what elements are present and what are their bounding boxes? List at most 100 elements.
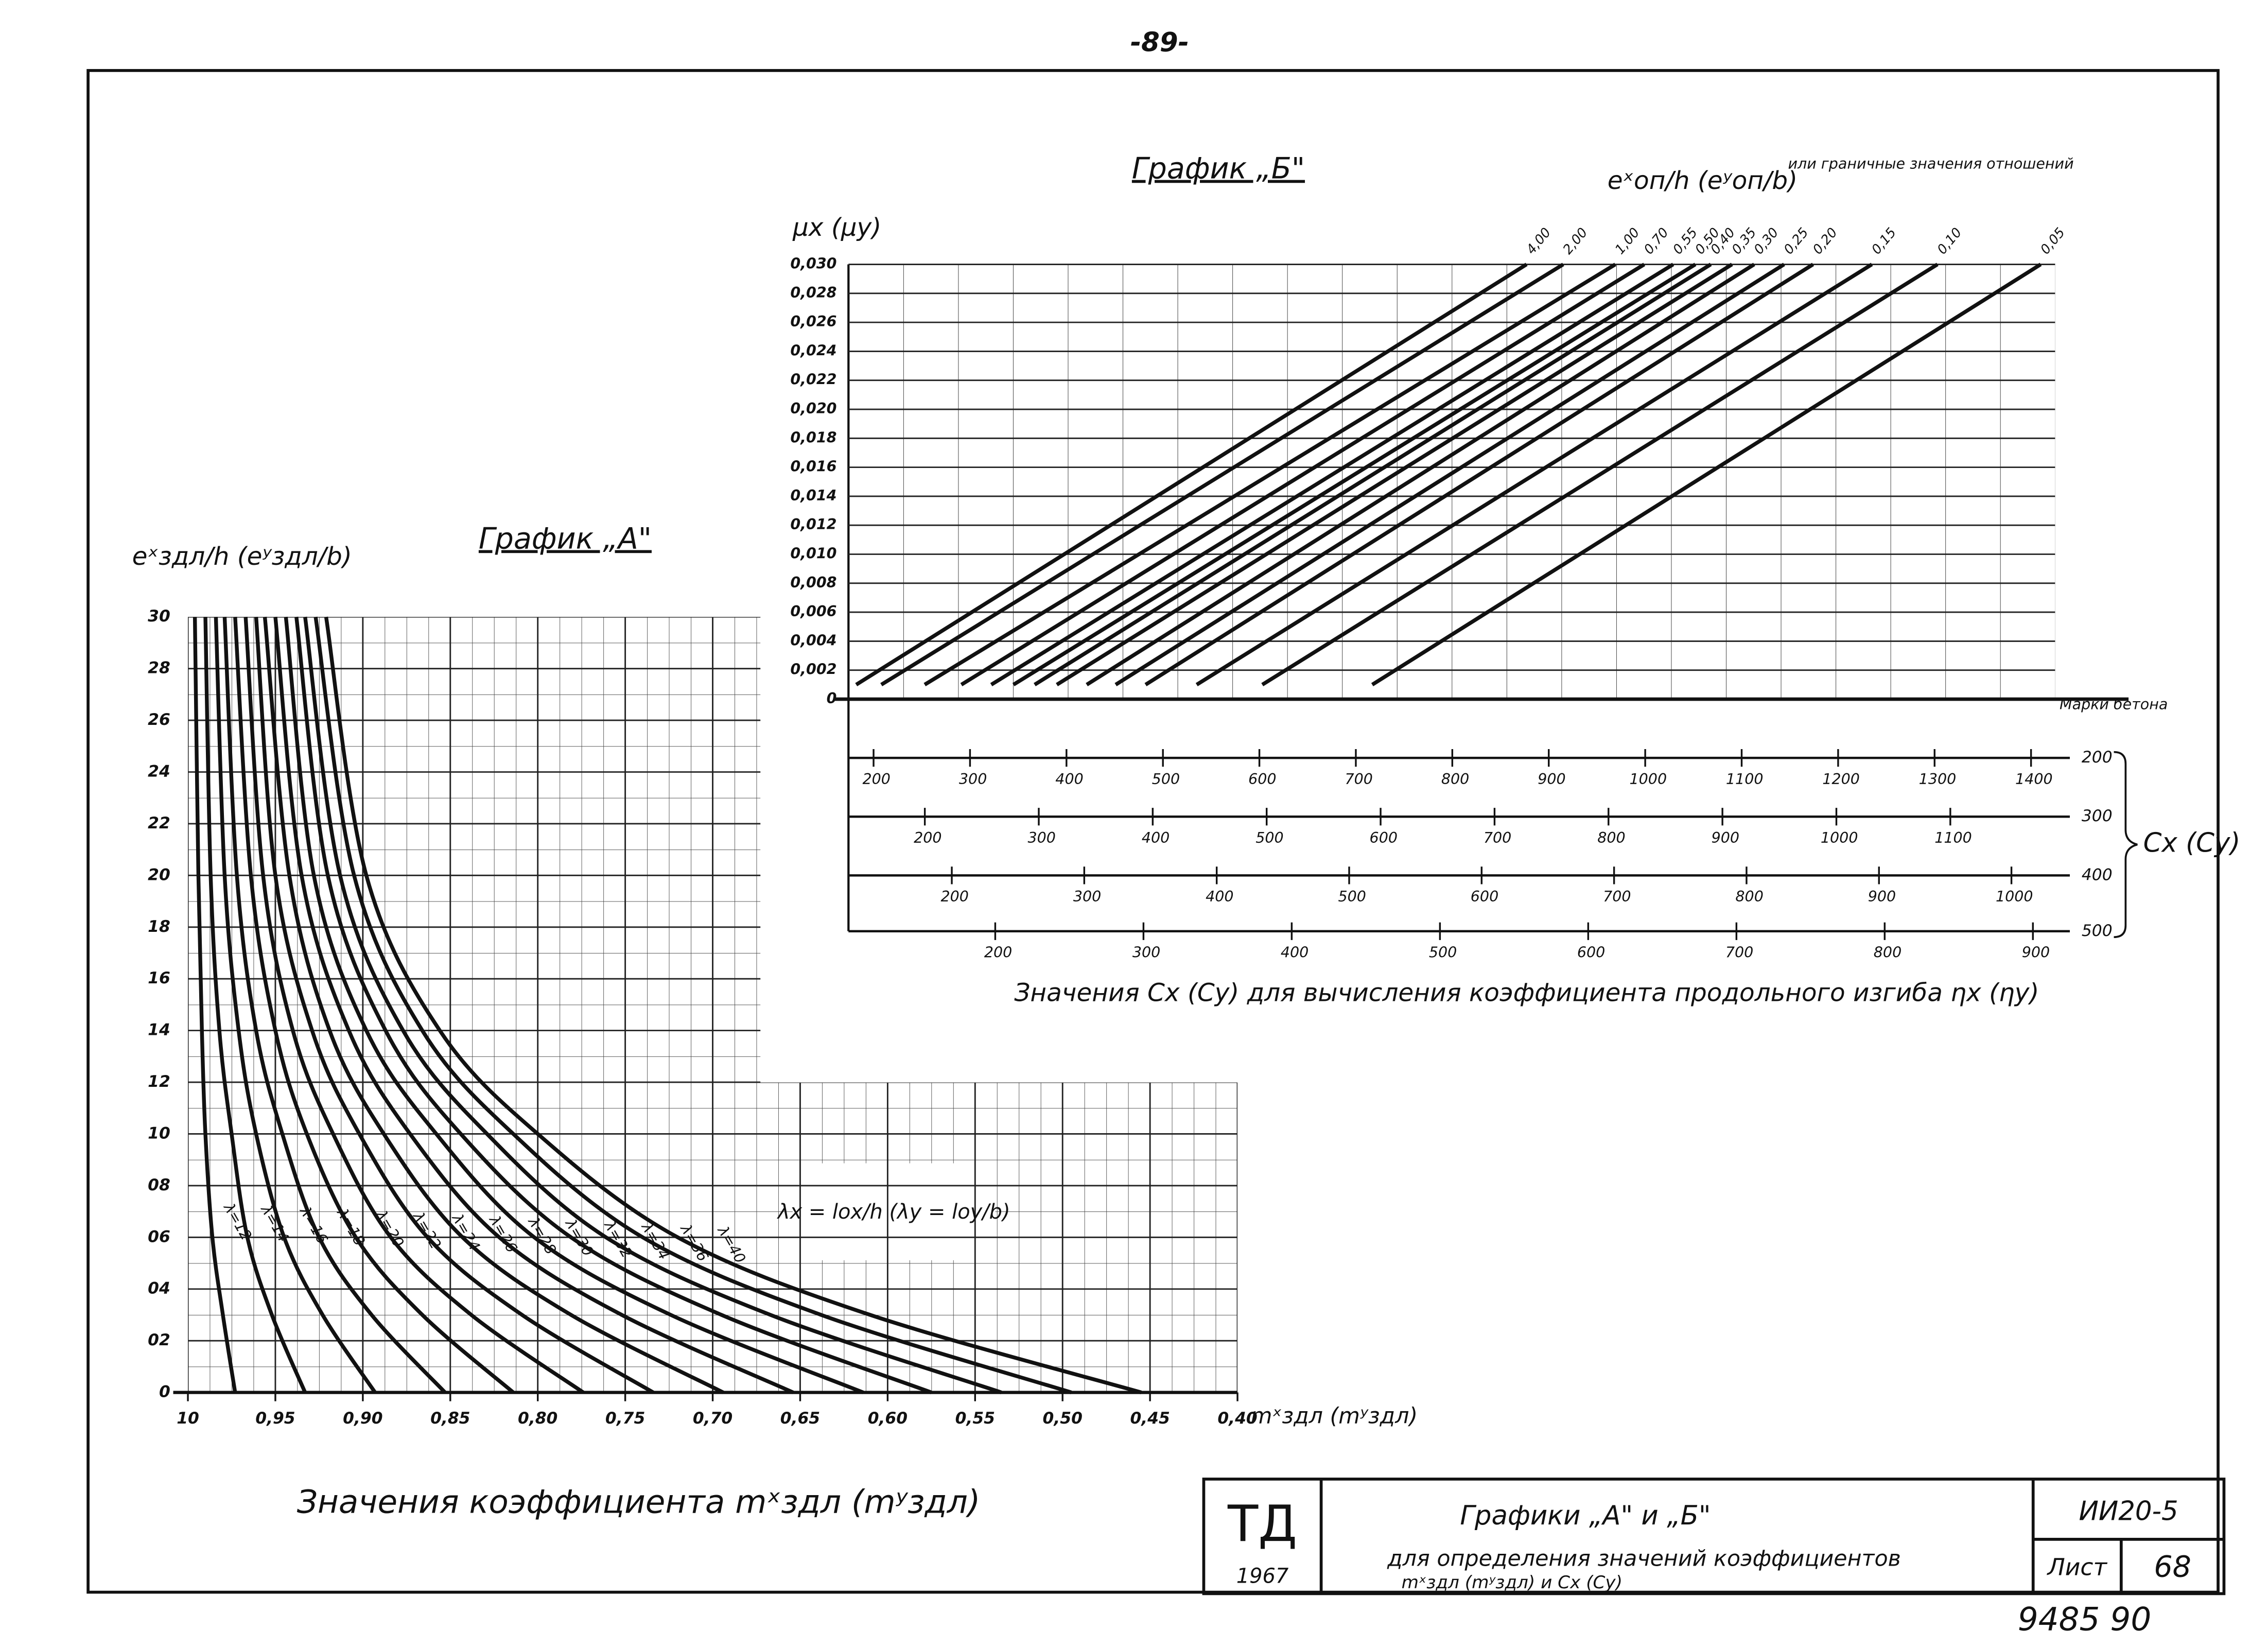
scale-tick-label: 1000 <box>1821 829 1858 846</box>
y-tick-label: 0,018 <box>790 429 836 446</box>
line <box>1034 263 1712 687</box>
line <box>990 263 1674 687</box>
y-tick-label: 0,022 <box>790 371 836 388</box>
y-tick-label: 20 <box>148 865 170 884</box>
scale-tick-label: 500 <box>1152 771 1180 788</box>
caption: Значения коэффициента mˣздл (mʸздл) <box>297 1483 981 1520</box>
scale-tick-label: 700 <box>1603 888 1631 905</box>
scale-tick-label: 600 <box>1370 829 1398 846</box>
line <box>1086 263 1755 686</box>
x-tick-label: 0,75 <box>605 1409 645 1428</box>
scale-tick-label: 600 <box>1248 771 1276 788</box>
scale-tick-label: 400 <box>1142 829 1170 846</box>
x-tick-label: 0,85 <box>430 1409 470 1428</box>
curve <box>273 616 794 1394</box>
line <box>880 263 1564 687</box>
y-tick-label: 16 <box>148 969 170 987</box>
curve <box>214 617 377 1394</box>
sheet-label: Лист <box>2046 1553 2107 1581</box>
archive-number: 9485 90 <box>2018 1601 2151 1638</box>
y-tick-label: 0,026 <box>790 313 836 330</box>
x-tick-label: 0,90 <box>343 1409 382 1428</box>
line <box>1056 263 1733 686</box>
scale-tick-label: 500 <box>1338 888 1366 905</box>
organization-mark: ТД <box>1227 1495 1297 1553</box>
curve <box>313 616 1072 1395</box>
y-tick-label: 0 <box>827 690 837 707</box>
sheet-number: 68 <box>2154 1550 2191 1584</box>
sheet-frame <box>86 69 2220 1594</box>
document-code: ИИ20-5 <box>2079 1496 2178 1527</box>
scale-tick-label: 600 <box>1471 888 1498 905</box>
y-tick-label: 04 <box>148 1279 170 1298</box>
chart-title: График „Б" <box>1132 152 1305 186</box>
line <box>923 263 1616 687</box>
scale-tick-label: 400 <box>1055 771 1083 788</box>
scale-tick-label: 200 <box>914 829 941 846</box>
curve <box>193 617 237 1393</box>
y-tick-label: 0,010 <box>790 545 836 562</box>
y-tick-label: 0,014 <box>790 487 836 504</box>
sheet-title: Графики „А" и „Б" <box>1460 1500 1711 1531</box>
scale-name: 400 <box>2082 865 2113 884</box>
page-number: -89- <box>1130 27 1189 58</box>
y-tick-label: 28 <box>148 659 170 678</box>
y-tick-label: 06 <box>148 1227 170 1246</box>
scale-tick-label: 700 <box>1484 829 1511 846</box>
line <box>1114 263 1785 686</box>
line <box>1012 263 1697 687</box>
scale-tick-label: 900 <box>1712 829 1739 846</box>
scale-tick-label: 700 <box>1345 771 1372 788</box>
scale-tick-label: 400 <box>1206 888 1233 905</box>
y-tick-label: 0,016 <box>790 458 836 475</box>
y-tick-label: 10 <box>148 1124 170 1142</box>
legend-title: eˣоп/h (eʸоп/b) <box>1608 166 1798 195</box>
curve <box>263 616 724 1394</box>
y-tick-label: 0 <box>159 1383 170 1401</box>
y-axis-label: eˣздл/h (eʸздл/b) <box>132 542 352 571</box>
curve <box>222 617 447 1394</box>
y-tick-label: 26 <box>148 710 170 729</box>
scale-tick-label: 600 <box>1577 944 1605 961</box>
x-tick-label: 0,45 <box>1130 1409 1170 1428</box>
y-tick-label: 22 <box>148 814 170 832</box>
x-tick-label: 0,55 <box>955 1409 995 1428</box>
curve <box>203 617 307 1394</box>
scale-tick-label: 900 <box>1868 888 1896 905</box>
scale-tick-label: 200 <box>941 888 969 905</box>
scale-tick-label: 500 <box>1255 829 1283 846</box>
scale-tick-label: 800 <box>1597 829 1625 846</box>
line <box>1371 263 2042 686</box>
y-tick-label: 0,012 <box>790 516 836 533</box>
scale-tick-label: 900 <box>2022 944 2050 961</box>
title-block: ТД 1967 Графики „А" и „Б" для определени… <box>1202 1478 2226 1638</box>
y-tick-label: 0,028 <box>790 284 836 301</box>
scale-tick-label: 900 <box>1538 771 1565 788</box>
scale-tick-label: 300 <box>1073 888 1101 905</box>
line <box>855 263 1528 686</box>
curve <box>303 616 1002 1395</box>
scale-tick-label: 1100 <box>1726 771 1764 788</box>
x-axis-label: mˣздл (mʸздл) <box>1251 1403 1418 1429</box>
x-tick-label: 0,60 <box>868 1409 908 1428</box>
y-tick-label: 08 <box>148 1176 170 1194</box>
x-tick-label: 0,70 <box>693 1409 732 1428</box>
curve <box>284 616 864 1395</box>
caption: Значения Cx (Cy) для вычисления коэффици… <box>1014 978 2039 1007</box>
x-tick-label: 0,40 <box>1217 1409 1257 1428</box>
scale-tick-label: 500 <box>1429 944 1457 961</box>
legend-note: или граничные значения отношений <box>1788 155 2073 172</box>
scale-tick-label: 1300 <box>1919 771 1957 788</box>
scale-tick-label: 1400 <box>2015 771 2053 788</box>
scale-name: 200 <box>2082 748 2113 767</box>
scale-tick-label: 200 <box>984 944 1012 961</box>
curve <box>233 617 515 1394</box>
line <box>1261 263 1939 686</box>
y-tick-label: 30 <box>148 607 170 626</box>
x-tick-label: 0,80 <box>518 1409 557 1428</box>
chart-b: 0 0,002 0,004 0,006 0,008 0,010 0,012 0,014 0,01… <box>790 152 2240 1008</box>
scale-tick-label: 700 <box>1725 944 1753 961</box>
curve <box>254 616 654 1394</box>
line <box>1195 263 1873 686</box>
